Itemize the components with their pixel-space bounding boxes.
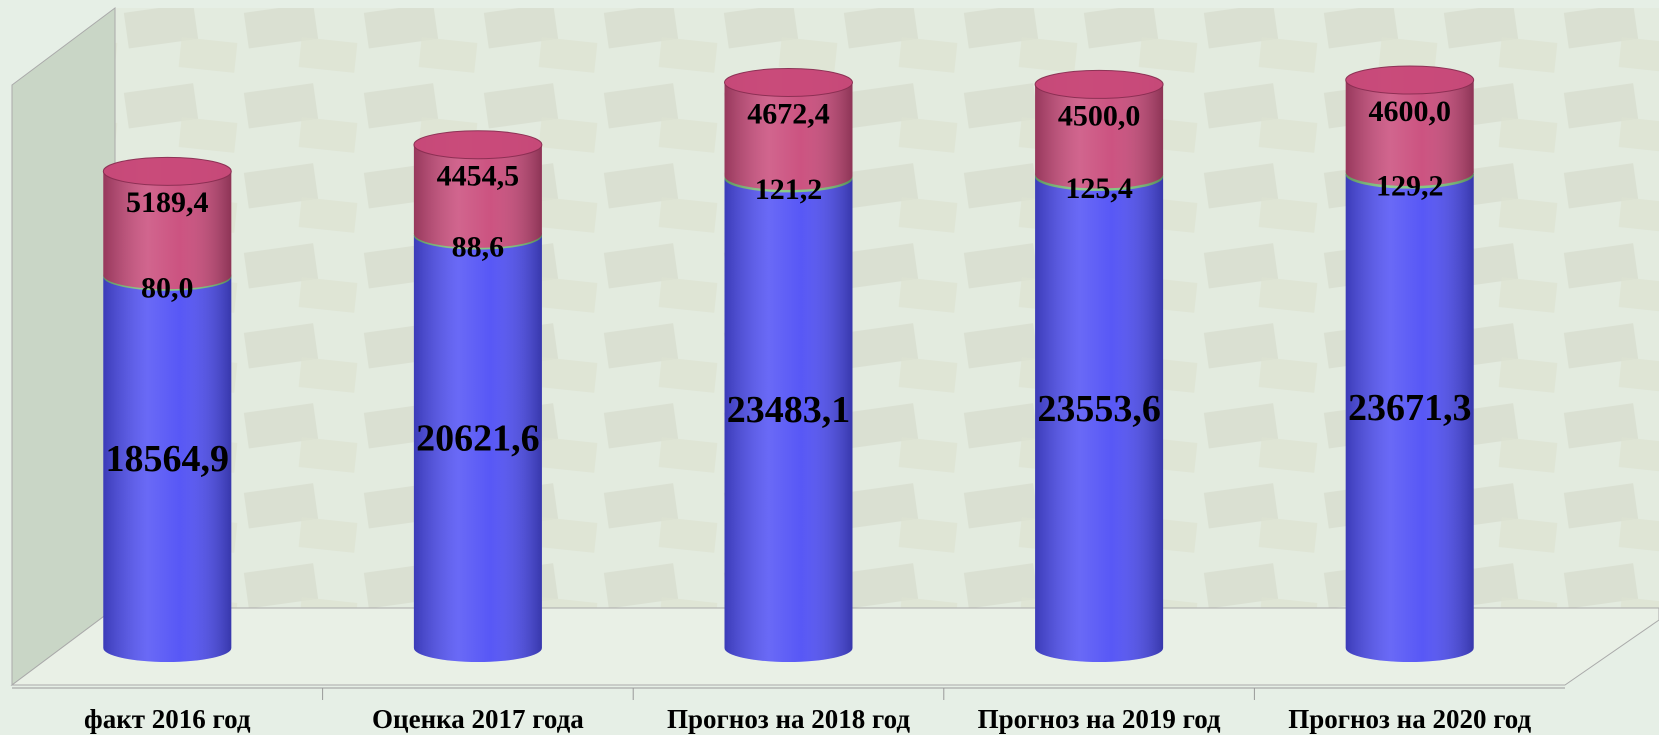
data-label: 20621,6: [416, 418, 540, 460]
x-tick-label: Прогноз на 2020 год: [1288, 704, 1531, 734]
data-label: 125,4: [1065, 172, 1133, 205]
segment-shading: [724, 68, 853, 190]
segment-shading: [413, 130, 542, 248]
side-wall: [11, 7, 116, 686]
bar-cap: [1345, 65, 1475, 95]
segment-shading: [103, 157, 232, 290]
segment-shading: [1345, 66, 1474, 186]
bar-cap: [102, 156, 232, 186]
segment-shading: [103, 262, 232, 663]
data-label: 129,2: [1376, 169, 1444, 202]
data-label: 4600,0: [1368, 95, 1451, 128]
bar-cap: [724, 67, 853, 97]
x-tick-label: факт 2016 год: [84, 704, 251, 734]
data-label: 4672,4: [747, 97, 830, 130]
data-label: 23483,1: [727, 389, 851, 431]
segment-shading: [1345, 160, 1474, 663]
x-tick-label: Прогноз на 2019 год: [978, 704, 1221, 734]
data-label: 18564,9: [106, 438, 230, 480]
segment-shading: [1035, 70, 1164, 189]
data-label: 23553,6: [1037, 388, 1161, 430]
segment-shading: [724, 164, 853, 663]
segment-shading: [1035, 162, 1164, 663]
data-label: 5189,4: [126, 186, 209, 219]
x-tick-label: Оценка 2017 года: [372, 704, 584, 734]
data-label: 4454,5: [437, 160, 520, 193]
segment-shading: [413, 221, 542, 662]
bar-cap: [1034, 69, 1164, 99]
data-label: 23671,3: [1348, 387, 1472, 429]
x-tick-label: Прогноз на 2018 год: [667, 704, 910, 734]
data-label: 88,6: [452, 230, 505, 263]
data-label: 121,2: [755, 173, 823, 206]
bar-cap: [413, 130, 543, 160]
data-label: 4500,0: [1058, 99, 1141, 132]
data-label: 80,0: [141, 272, 194, 305]
